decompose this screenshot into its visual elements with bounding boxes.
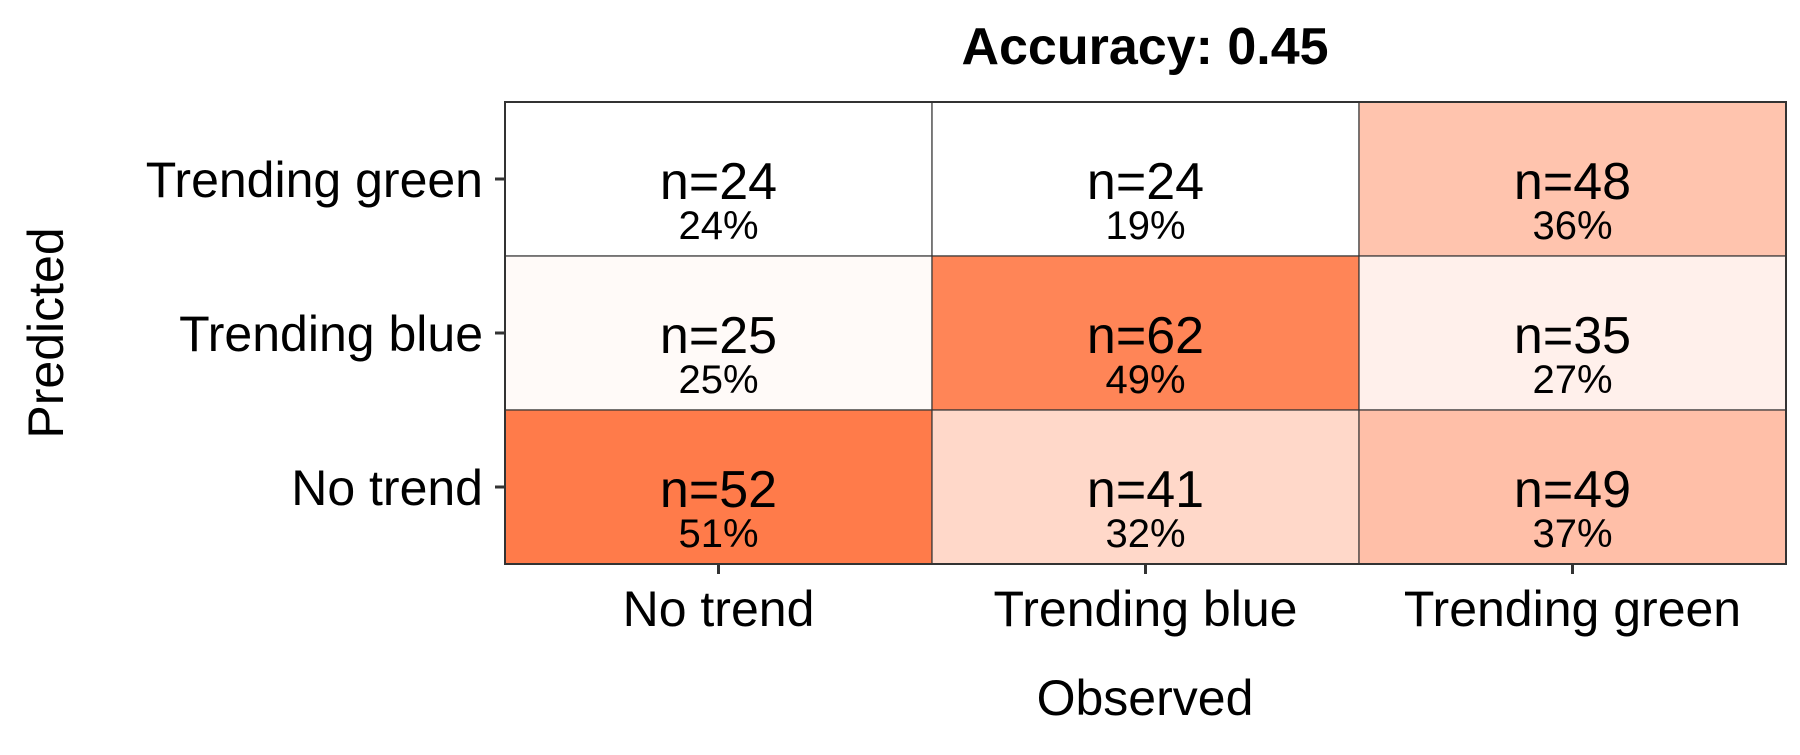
cell-percent-label: 49% bbox=[1105, 358, 1185, 402]
cell-percent-label: 32% bbox=[1105, 512, 1185, 556]
cell-count-label: n=35 bbox=[1514, 307, 1631, 365]
cell-count-label: n=48 bbox=[1514, 153, 1631, 211]
y-tick-label: No trend bbox=[291, 460, 483, 516]
x-tick-label: No trend bbox=[623, 581, 815, 637]
y-axis: No trend Trending blue Trending green bbox=[146, 152, 505, 516]
cell-count-label: n=25 bbox=[660, 307, 777, 365]
cell-count-label: n=24 bbox=[1087, 153, 1204, 211]
cell-count-label: n=62 bbox=[1087, 307, 1204, 365]
cell-percent-label: 19% bbox=[1105, 204, 1185, 248]
x-tick-label: Trending green bbox=[1404, 581, 1741, 637]
heatmap-cell-rect bbox=[504, 101, 933, 257]
cell-count-label: n=52 bbox=[660, 461, 777, 519]
heatmap-cell-rect bbox=[504, 255, 933, 411]
cell-count-label: n=41 bbox=[1087, 461, 1204, 519]
heatmap-cell-rect bbox=[931, 255, 1360, 411]
x-tick-label: Trending blue bbox=[994, 581, 1298, 637]
y-axis-label: Predicted bbox=[18, 227, 74, 438]
heatmap-cell-rect bbox=[931, 409, 1360, 565]
cell-percent-label: 51% bbox=[678, 512, 758, 556]
cell-percent-label: 27% bbox=[1532, 358, 1612, 402]
cell-percent-label: 36% bbox=[1532, 204, 1612, 248]
x-axis: No trend Trending blue Trending green bbox=[623, 564, 1741, 637]
heatmap-cell-rect bbox=[931, 101, 1360, 257]
y-tick-label: Trending blue bbox=[179, 306, 483, 362]
heatmap-cell-rect bbox=[504, 409, 933, 565]
y-tick-label: Trending green bbox=[146, 152, 483, 208]
cell-percent-label: 37% bbox=[1532, 512, 1612, 556]
chart-title: Accuracy: 0.45 bbox=[961, 18, 1328, 76]
cell-percent-label: 24% bbox=[678, 204, 758, 248]
heatmap-cell-rect bbox=[1358, 255, 1787, 411]
heatmap-cells: n=2424%n=2419%n=4836%n=2525%n=6249%n=352… bbox=[504, 101, 1787, 565]
x-axis-label: Observed bbox=[1037, 670, 1254, 726]
cell-count-label: n=24 bbox=[660, 153, 777, 211]
cell-count-label: n=49 bbox=[1514, 461, 1631, 519]
cell-percent-label: 25% bbox=[678, 358, 758, 402]
